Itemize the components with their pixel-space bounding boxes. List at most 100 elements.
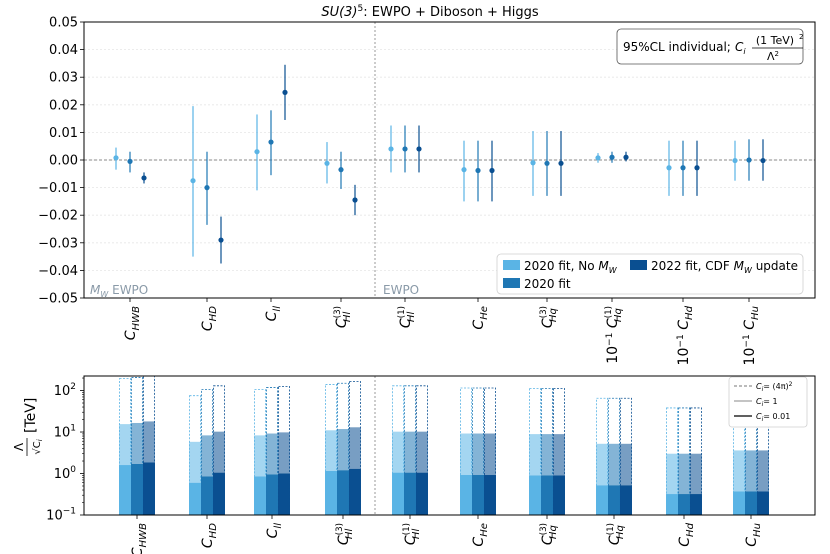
legend-swatch-2020-no-mw — [503, 260, 520, 270]
annotation-num-exp: 2 — [799, 33, 803, 41]
central-point — [489, 167, 495, 174]
y-tick-label: −0.02 — [38, 209, 78, 224]
x-tick-label: C(3)Hl — [333, 306, 353, 328]
bar-c001 — [620, 485, 632, 515]
bottom-frame — [83, 375, 816, 516]
x-tick-label: CHd — [677, 522, 696, 546]
bar-c001 — [143, 462, 155, 515]
ylabel-unit: [TeV] — [23, 398, 39, 433]
x-tick-label-text: 10−1 CHd — [676, 305, 695, 365]
ylabel-numerator: Λ — [12, 442, 26, 451]
central-point — [746, 157, 752, 163]
x-tick-label: 10−1 CHu — [742, 306, 761, 365]
bar-c1 — [416, 431, 428, 473]
bar-c001 — [608, 485, 620, 515]
bar-c1 — [392, 431, 404, 473]
x-tick-label-text: Cll — [264, 306, 283, 322]
x-tick-label: Cll — [264, 306, 283, 322]
bar-c4pi — [484, 387, 496, 516]
central-point — [760, 157, 766, 164]
y-tick-label: 101 — [54, 424, 76, 441]
top-error-bars — [113, 64, 766, 264]
x-tick-label: CHe — [471, 523, 490, 547]
bar-c1 — [666, 453, 678, 495]
x-tick-label: C(1)Hl — [402, 523, 422, 545]
bar-c001 — [404, 472, 416, 515]
bar-c001 — [416, 472, 428, 515]
x-tick-label-text: C(3)Hq — [539, 523, 559, 545]
bar-c4pi — [404, 385, 416, 516]
legend-label-2022: 2022 fit, CDF MW update — [651, 259, 798, 275]
central-point — [218, 237, 224, 243]
bar-c001 — [337, 470, 349, 515]
bottom-y-ticks: 102 101 100 10−1 — [46, 377, 84, 524]
central-point — [544, 160, 550, 166]
annotation-numerator: (1 TeV) — [756, 34, 794, 47]
region-label-ewpo: EWPO — [383, 283, 419, 297]
central-point — [475, 167, 481, 174]
bottom-bars — [119, 375, 769, 516]
top-y-ticks: 0.05 0.04 0.03 0.02 0.01 0.00 −0.01 −0.02 −0.03 −… — [38, 16, 84, 307]
bar-c4pi — [119, 378, 131, 516]
annotation-ci: Ci — [735, 40, 746, 56]
annotation-prefix: 95%CL individual; — [623, 40, 731, 54]
y-tick-label: 0.04 — [49, 43, 78, 58]
bar-c001 — [213, 472, 225, 515]
central-point — [732, 157, 738, 164]
x-tick-label-text: CHd — [677, 522, 696, 546]
bar-c4pi — [349, 381, 361, 516]
bar-c1 — [278, 432, 290, 474]
region-label-mw-ewpo: MW EWPO — [90, 283, 148, 299]
central-point — [595, 155, 601, 161]
bar-c1 — [484, 433, 496, 476]
bar-c4pi — [189, 395, 201, 516]
bottom-y-label: Λ √Ci [TeV] — [12, 398, 44, 456]
bar-c001 — [541, 475, 553, 515]
bar-c4pi — [553, 388, 565, 516]
bar-c001 — [553, 475, 565, 515]
x-tick-label: Cll — [265, 523, 284, 539]
bar-c001 — [678, 494, 690, 515]
x-tick-label-text: CHWB — [130, 523, 149, 554]
central-point — [416, 146, 422, 152]
y-tick-label: −0.04 — [38, 264, 78, 279]
y-tick-label: 102 — [54, 382, 76, 399]
x-tick-label: CHWB — [123, 306, 142, 340]
bar-c4pi — [392, 385, 404, 516]
x-tick-label: CHD — [200, 523, 219, 548]
bar-c1 — [337, 429, 349, 471]
central-point — [694, 165, 700, 171]
bottom-legend: Ci= (4π)2 Ci= 1 Ci= 0.01 — [728, 376, 808, 428]
bar-c1 — [404, 431, 416, 473]
x-tick-label: C(3)Hl — [335, 523, 355, 545]
central-point — [666, 165, 672, 171]
bar-c1 — [266, 433, 278, 475]
central-point — [558, 160, 564, 166]
legend-c001: Ci= 0.01 — [756, 412, 790, 423]
central-point — [402, 146, 408, 152]
central-point — [113, 155, 119, 161]
ylabel-denominator: √Ci — [32, 439, 44, 454]
bar-c001 — [757, 491, 769, 515]
bar-c1 — [745, 450, 757, 492]
bar-c1 — [541, 434, 553, 476]
x-tick-label: CHD — [200, 306, 219, 331]
y-tick-label: −0.01 — [38, 181, 78, 196]
central-point — [530, 160, 536, 166]
x-tick-label-text: CHD — [200, 306, 219, 331]
y-tick-label: 0.05 — [49, 16, 78, 31]
bottom-axes — [83, 375, 816, 516]
top-legend: 2020 fit, No MW 2020 fit 2022 fit, CDF M… — [496, 253, 804, 295]
annotation-denominator: Λ2 — [767, 50, 779, 63]
central-point — [127, 158, 133, 164]
bar-c1 — [349, 427, 361, 469]
bar-c4pi — [131, 377, 143, 516]
y-tick-label: −0.03 — [38, 236, 78, 251]
chart-title: SU(3)5: EWPO + Diboson + Higgs — [321, 4, 539, 20]
bar-c1 — [757, 450, 769, 492]
bar-c1 — [553, 434, 565, 476]
central-point — [141, 175, 147, 181]
central-point — [282, 89, 288, 95]
x-tick-label: C(3)Hq — [539, 306, 559, 328]
